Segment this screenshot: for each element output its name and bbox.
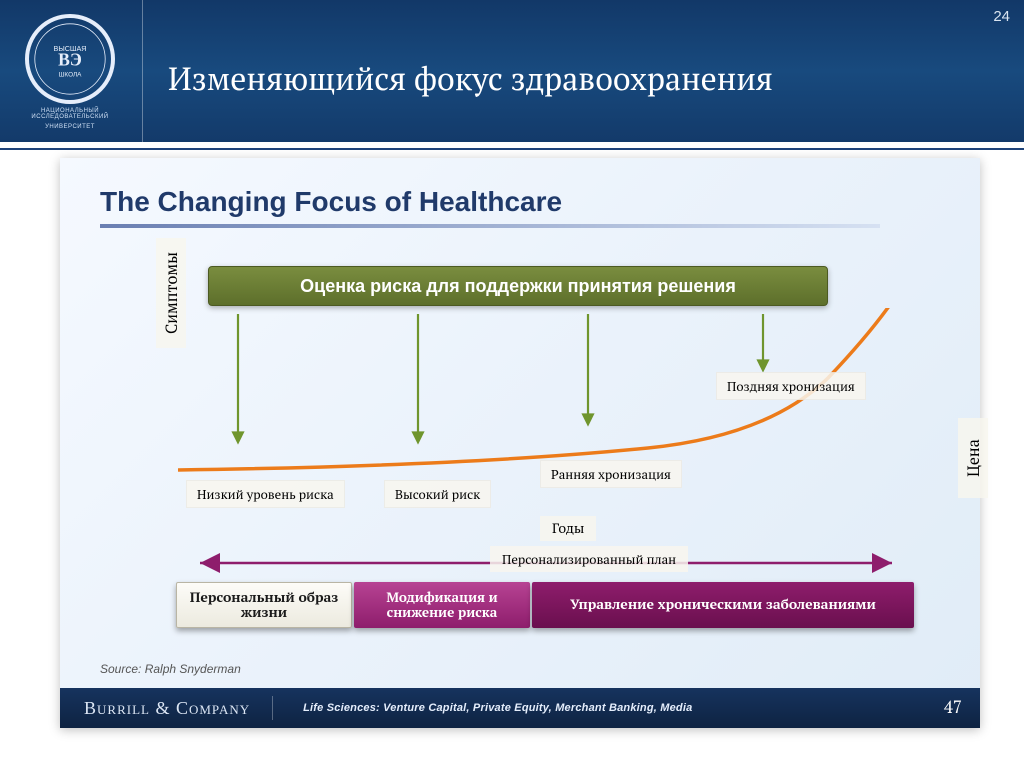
label-low-risk: Низкий уровень риска <box>186 480 345 508</box>
logo-subtitle-1: НАЦИОНАЛЬНЫЙ ИССЛЕДОВАТЕЛЬСКИЙ <box>10 108 130 120</box>
header-divider <box>142 0 143 142</box>
source-label: Source: Ralph Snyderman <box>100 662 241 676</box>
slide-title: Изменяющийся фокус здравоохранения <box>168 58 773 100</box>
content-panel: The Changing Focus of Healthcare Оценка … <box>60 158 980 728</box>
arrow-group <box>238 314 763 438</box>
y-axis-label-right: Цена <box>958 418 988 498</box>
x-axis-label: Годы <box>540 516 596 541</box>
label-late-chron: Поздняя хронизация <box>716 372 866 400</box>
label-high-risk: Высокий риск <box>384 480 491 508</box>
footer-page-number: 47 <box>944 695 962 718</box>
risk-banner: Оценка риска для поддержки принятия реше… <box>208 266 828 306</box>
svg-text:ШКОЛА: ШКОЛА <box>59 72 83 79</box>
block-chronic-mgmt: Управление хроническими заболеваниями <box>532 582 914 628</box>
footer-company: Burrill & Company <box>84 698 250 719</box>
logo-ring-icon: ВЫСШАЯ ВЭ ШКОЛА <box>25 14 115 104</box>
label-early-chron: Ранняя хронизация <box>540 460 682 488</box>
header-underline <box>0 142 1024 150</box>
logo-letters: ВЭ <box>58 49 82 69</box>
footer-tagline: Life Sciences: Venture Capital, Private … <box>303 702 692 714</box>
slide: 24 ВЫСШАЯ ВЭ ШКОЛА НАЦИОНАЛЬНЫЙ ИССЛЕДОВ… <box>0 0 1024 768</box>
chart-svg <box>168 308 908 508</box>
chart-area: Низкий уровень риска Высокий риск Ранняя… <box>168 308 908 508</box>
block-modification: Модификация и снижение риска <box>354 582 530 628</box>
block-lifestyle: Персональный образ жизни <box>176 582 352 628</box>
inner-title: The Changing Focus of Healthcare <box>100 186 562 218</box>
page-number-top: 24 <box>993 8 1010 25</box>
logo-subtitle-2: УНИВЕРСИТЕТ <box>45 124 95 130</box>
logo: ВЫСШАЯ ВЭ ШКОЛА НАЦИОНАЛЬНЫЙ ИССЛЕДОВАТЕ… <box>10 12 130 132</box>
bottom-blocks: Персональный образ жизни Модификация и с… <box>176 582 916 632</box>
footer-divider <box>272 696 273 720</box>
inner-title-underline <box>100 224 880 228</box>
footer-bar: Burrill & Company Life Sciences: Venture… <box>60 688 980 728</box>
plan-label: Персонализированный план <box>490 546 688 572</box>
header-bar: 24 ВЫСШАЯ ВЭ ШКОЛА НАЦИОНАЛЬНЫЙ ИССЛЕДОВ… <box>0 0 1024 142</box>
